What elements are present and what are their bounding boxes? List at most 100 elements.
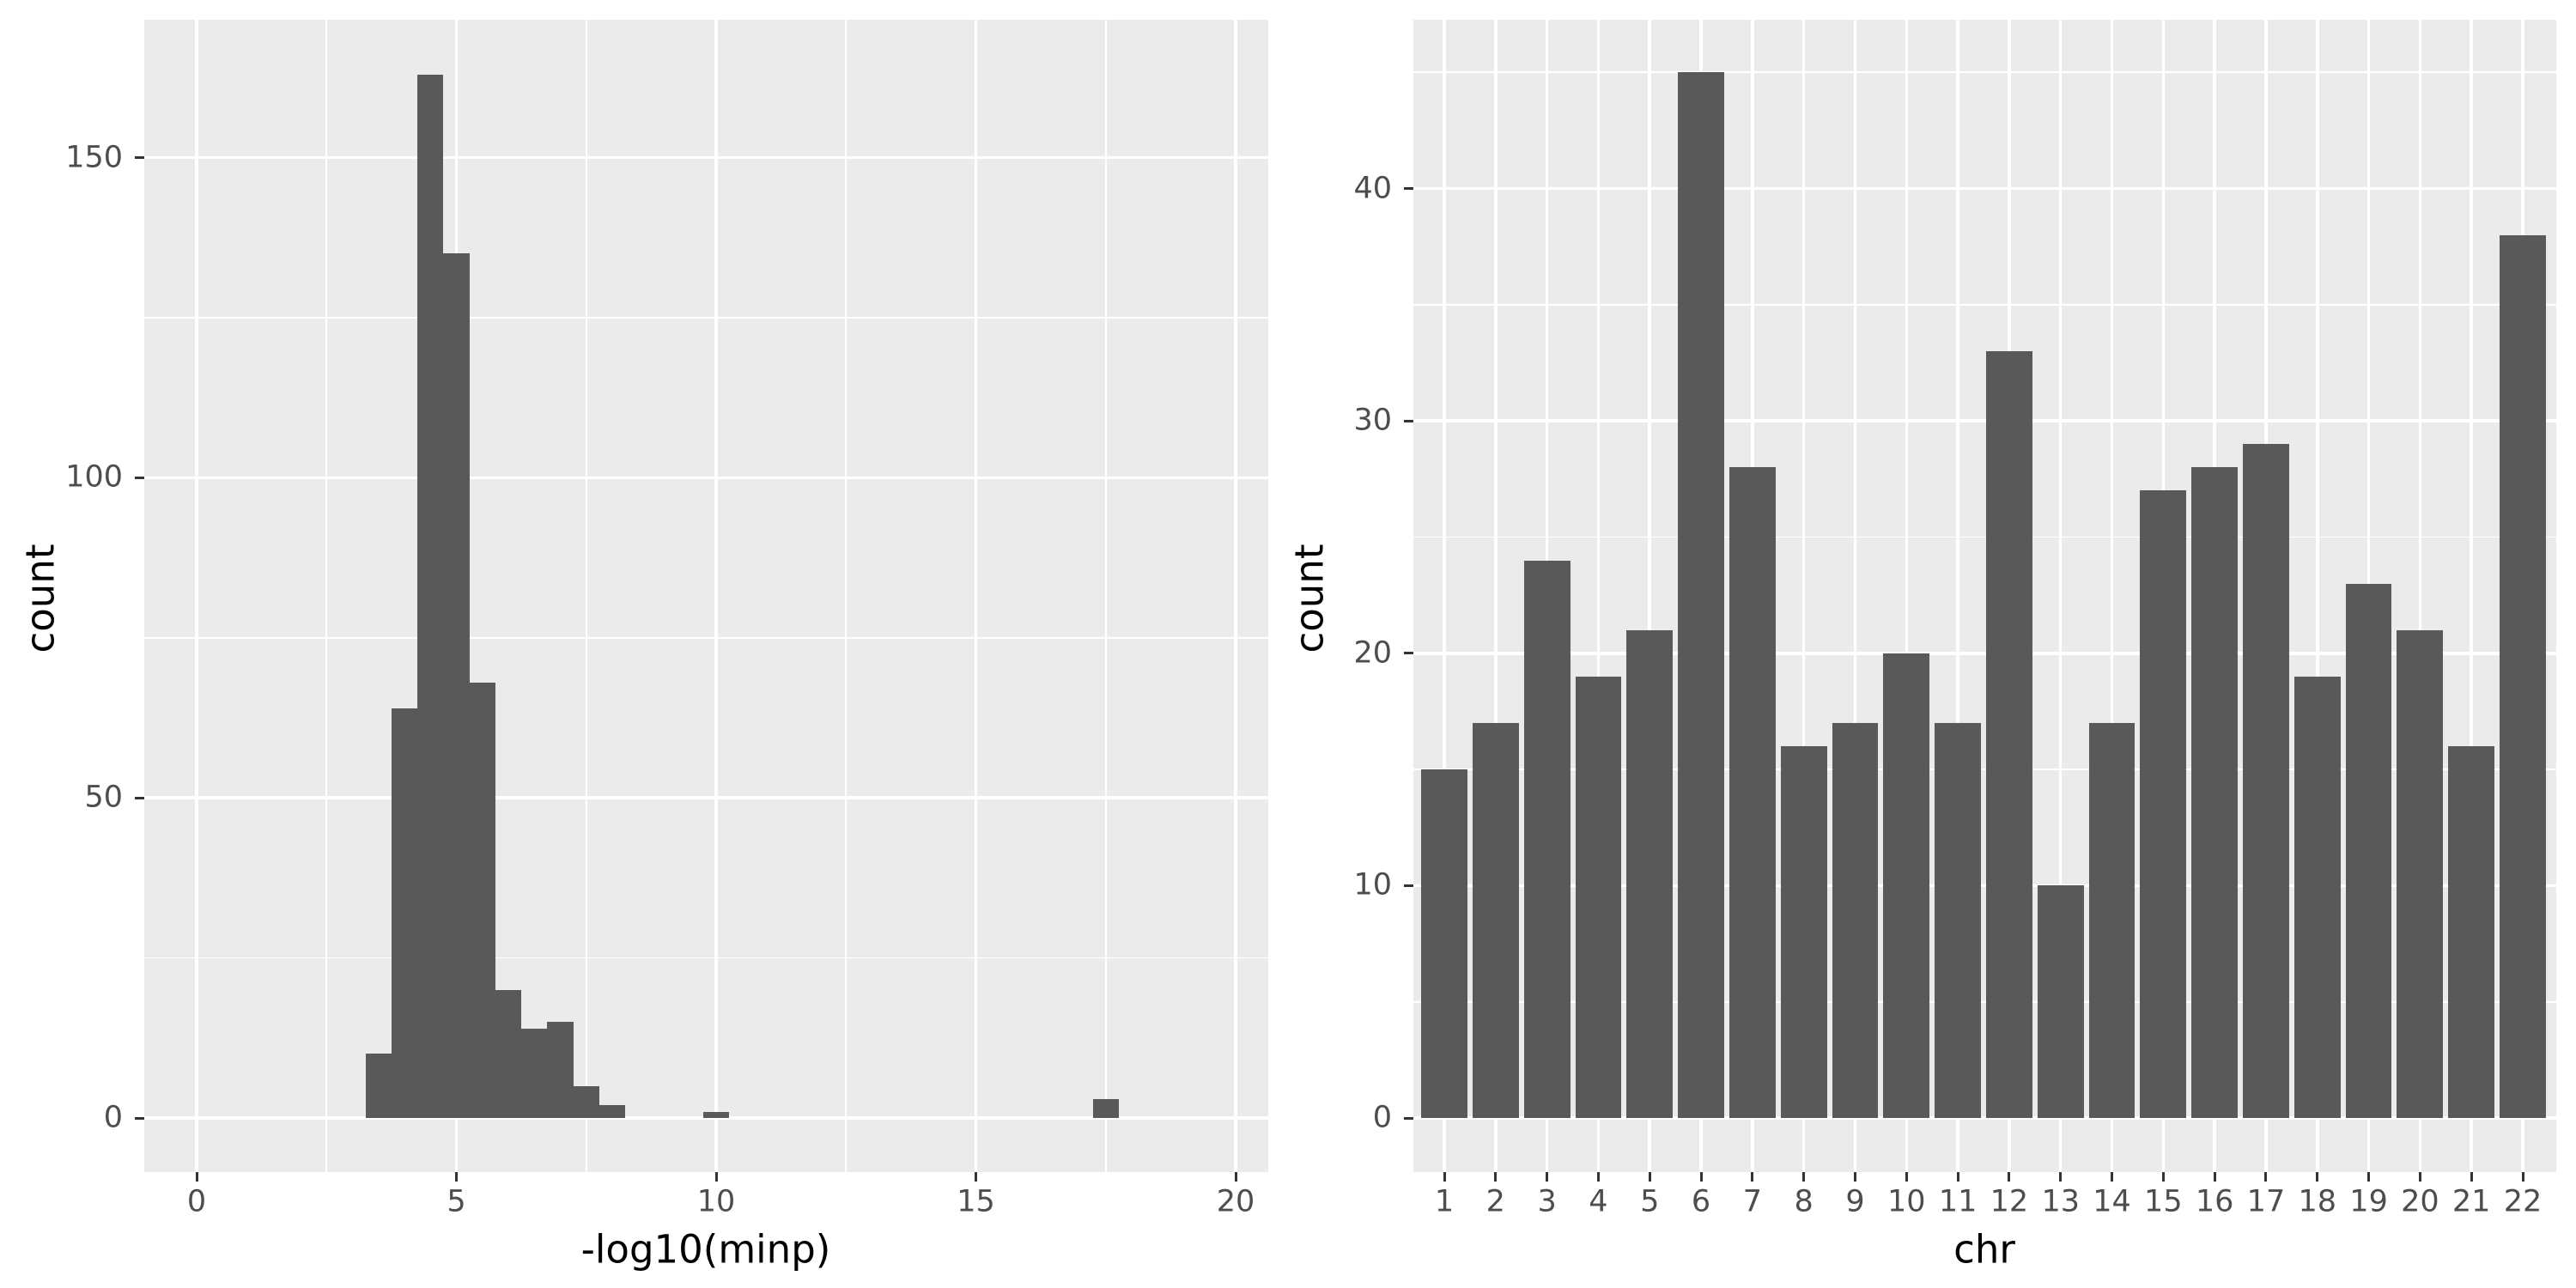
right-major-gridline-y xyxy=(1413,652,2556,655)
category-bar xyxy=(2448,746,2495,1118)
right-minor-gridline-y xyxy=(1413,304,2556,306)
category-bar xyxy=(2397,629,2444,1118)
category-bar xyxy=(1780,746,1827,1118)
x-tick-mark xyxy=(1546,1172,1549,1182)
right-x-axis-title: chr xyxy=(1953,1226,2015,1273)
x-tick-label: 15 xyxy=(957,1184,995,1219)
x-tick-label: 17 xyxy=(2246,1184,2286,1219)
y-tick-mark xyxy=(135,476,144,479)
histogram-bar xyxy=(573,1085,599,1118)
x-tick-mark xyxy=(2213,1172,2216,1182)
x-tick-mark xyxy=(1853,1172,1856,1182)
category-bar xyxy=(1626,629,1674,1118)
x-tick-label: 4 xyxy=(1589,1184,1608,1219)
right-y-axis-title: count xyxy=(1286,544,1333,653)
x-tick-mark xyxy=(2161,1172,2165,1182)
left-minor-gridline-x xyxy=(585,20,587,1172)
y-tick-mark xyxy=(135,1116,144,1120)
x-tick-mark xyxy=(975,1172,977,1182)
y-tick-label: 50 xyxy=(84,780,123,815)
right-major-gridline-x xyxy=(1596,20,1601,1172)
right-major-gridline-y xyxy=(1413,1116,2556,1120)
category-bar xyxy=(2345,583,2392,1118)
x-tick-label: 7 xyxy=(1742,1184,1762,1219)
right-minor-gridline-y xyxy=(1413,71,2556,74)
x-tick-label: 13 xyxy=(2041,1184,2080,1219)
right-major-gridline-y xyxy=(1413,884,2556,888)
x-tick-mark xyxy=(1494,1172,1498,1182)
histogram-bar xyxy=(521,1028,548,1118)
category-bar xyxy=(1935,722,1981,1118)
left-major-gridline-y xyxy=(144,476,1268,480)
x-tick-label: 12 xyxy=(1990,1184,2029,1219)
x-tick-label: 18 xyxy=(2298,1184,2337,1219)
left-minor-gridline-x xyxy=(325,20,328,1172)
y-tick-mark xyxy=(1404,652,1413,655)
y-tick-label: 20 xyxy=(1353,635,1392,671)
x-tick-label: 9 xyxy=(1845,1184,1865,1219)
left-major-gridline-y xyxy=(144,796,1268,799)
category-bar xyxy=(1575,676,1622,1118)
category-bar xyxy=(2037,885,2084,1118)
category-bar xyxy=(2243,444,2289,1118)
right-major-gridline-x xyxy=(1443,20,1446,1172)
x-tick-label: 14 xyxy=(2093,1184,2131,1219)
category-bar xyxy=(1728,467,1776,1118)
x-tick-label: 5 xyxy=(447,1184,466,1219)
x-tick-label: 8 xyxy=(1794,1184,1814,1219)
y-tick-mark xyxy=(1404,187,1413,191)
x-tick-label: 1 xyxy=(1434,1184,1455,1219)
category-bar xyxy=(2293,676,2341,1118)
x-tick-label: 19 xyxy=(2349,1184,2388,1219)
right-minor-gridline-y xyxy=(1413,1000,2556,1003)
x-tick-label: 22 xyxy=(2503,1184,2543,1219)
x-tick-mark xyxy=(1956,1172,1959,1182)
right-major-gridline-x xyxy=(2316,20,2319,1172)
x-tick-mark xyxy=(2418,1172,2421,1182)
x-tick-mark xyxy=(1751,1172,1754,1182)
category-bar xyxy=(1678,72,1724,1118)
histogram-bar xyxy=(443,253,470,1118)
y-tick-mark xyxy=(135,796,144,799)
x-tick-mark xyxy=(2521,1172,2524,1182)
x-tick-label: 0 xyxy=(186,1184,207,1219)
left-major-gridline-y xyxy=(144,155,1268,160)
left-major-gridline-x xyxy=(714,20,718,1172)
y-tick-label: 10 xyxy=(1353,867,1392,902)
x-tick-mark xyxy=(2111,1172,2114,1182)
histogram-bar xyxy=(365,1054,392,1118)
left-x-axis-title: -log10(minp) xyxy=(580,1226,831,1273)
left-minor-gridline-y xyxy=(144,957,1268,959)
right-minor-gridline-y xyxy=(1413,769,2556,770)
x-tick-mark xyxy=(2316,1172,2319,1182)
x-tick-mark xyxy=(455,1172,458,1182)
x-tick-mark xyxy=(1802,1172,1806,1182)
right-major-gridline-x xyxy=(1648,20,1651,1172)
histogram-bar xyxy=(702,1111,730,1118)
x-tick-mark xyxy=(2367,1172,2371,1182)
x-tick-label: 20 xyxy=(2401,1184,2439,1219)
x-tick-label: 2 xyxy=(1485,1184,1505,1219)
x-tick-mark xyxy=(1648,1172,1651,1182)
left-plot-panel xyxy=(144,20,1268,1172)
x-tick-mark xyxy=(714,1172,718,1182)
left-major-gridline-x xyxy=(974,20,978,1172)
x-tick-mark xyxy=(1443,1172,1446,1182)
x-tick-label: 20 xyxy=(1216,1184,1255,1219)
y-tick-mark xyxy=(1404,1116,1413,1120)
y-tick-label: 0 xyxy=(103,1100,123,1135)
y-tick-label: 100 xyxy=(65,459,123,495)
x-tick-mark xyxy=(2008,1172,2011,1182)
x-tick-label: 10 xyxy=(696,1184,736,1219)
category-bar xyxy=(1986,351,2032,1118)
right-major-gridline-x xyxy=(1801,20,1806,1172)
right-major-gridline-x xyxy=(1956,20,1959,1172)
histogram-bar xyxy=(495,989,522,1118)
right-major-gridline-y xyxy=(1413,419,2556,422)
y-tick-mark xyxy=(1404,884,1413,887)
x-tick-mark xyxy=(1234,1172,1237,1182)
y-tick-label: 30 xyxy=(1353,403,1392,438)
right-major-gridline-x xyxy=(2470,20,2473,1172)
left-y-axis-title: count xyxy=(17,544,64,653)
